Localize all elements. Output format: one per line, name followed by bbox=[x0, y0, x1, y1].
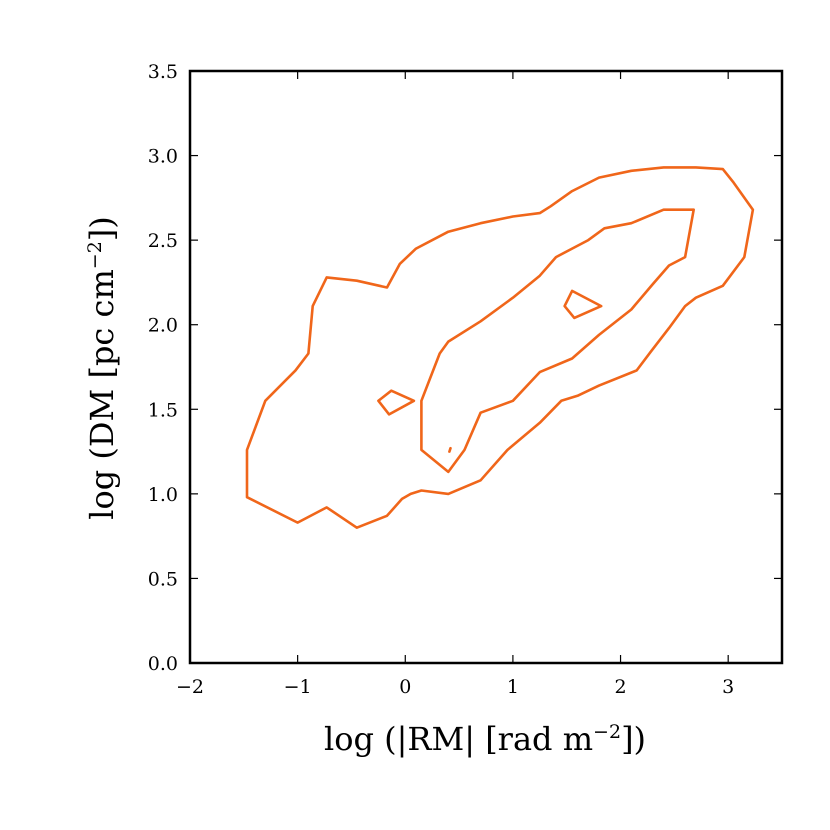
x-axis-label: log (|RM| [rad m−2]) bbox=[324, 720, 646, 758]
x-tick-label: 3 bbox=[722, 676, 734, 698]
x-tick-label: 0 bbox=[399, 676, 411, 698]
y-tick-label: 2.5 bbox=[148, 230, 178, 252]
y-axis-label-suffix: ]) bbox=[83, 216, 121, 241]
contour-line-inner bbox=[377, 389, 416, 416]
tick-labels: −2 −1 0 1 2 3 0.0 0.5 1.0 1.5 2.0 2.5 3.0 3.5 bbox=[148, 61, 734, 698]
contour-line-outer bbox=[245, 166, 755, 529]
axis-ticks bbox=[189, 70, 782, 664]
x-tick-label: −2 bbox=[176, 676, 204, 698]
y-axis-label: log (DM [pc cm−2]) bbox=[83, 216, 121, 520]
y-tick-label: 1.0 bbox=[148, 484, 178, 506]
y-axis-label-prefix: log (DM [pc cm bbox=[83, 269, 121, 520]
contour-line-inner bbox=[448, 446, 452, 453]
x-axis-label-sup: −2 bbox=[593, 721, 621, 743]
plot-frame bbox=[188, 69, 784, 665]
y-tick-label: 0.0 bbox=[148, 653, 178, 675]
contour-line-inner bbox=[563, 289, 603, 320]
y-axis-label-sup: −2 bbox=[84, 241, 106, 269]
y-tick-label: 3.0 bbox=[148, 146, 178, 168]
x-axis-label-prefix: log (|RM| [rad m bbox=[324, 720, 593, 758]
x-tick-label: −1 bbox=[284, 676, 312, 698]
y-tick-label: 1.5 bbox=[148, 399, 178, 421]
x-tick-label: 2 bbox=[614, 676, 626, 698]
x-tick-label: 1 bbox=[507, 676, 519, 698]
contour-line-inner bbox=[420, 208, 695, 474]
contour-lines bbox=[245, 166, 755, 529]
y-tick-label: 0.5 bbox=[148, 568, 178, 590]
y-tick-label: 3.5 bbox=[148, 61, 178, 83]
x-axis-label-suffix: ]) bbox=[621, 720, 646, 758]
y-tick-label: 2.0 bbox=[148, 315, 178, 337]
